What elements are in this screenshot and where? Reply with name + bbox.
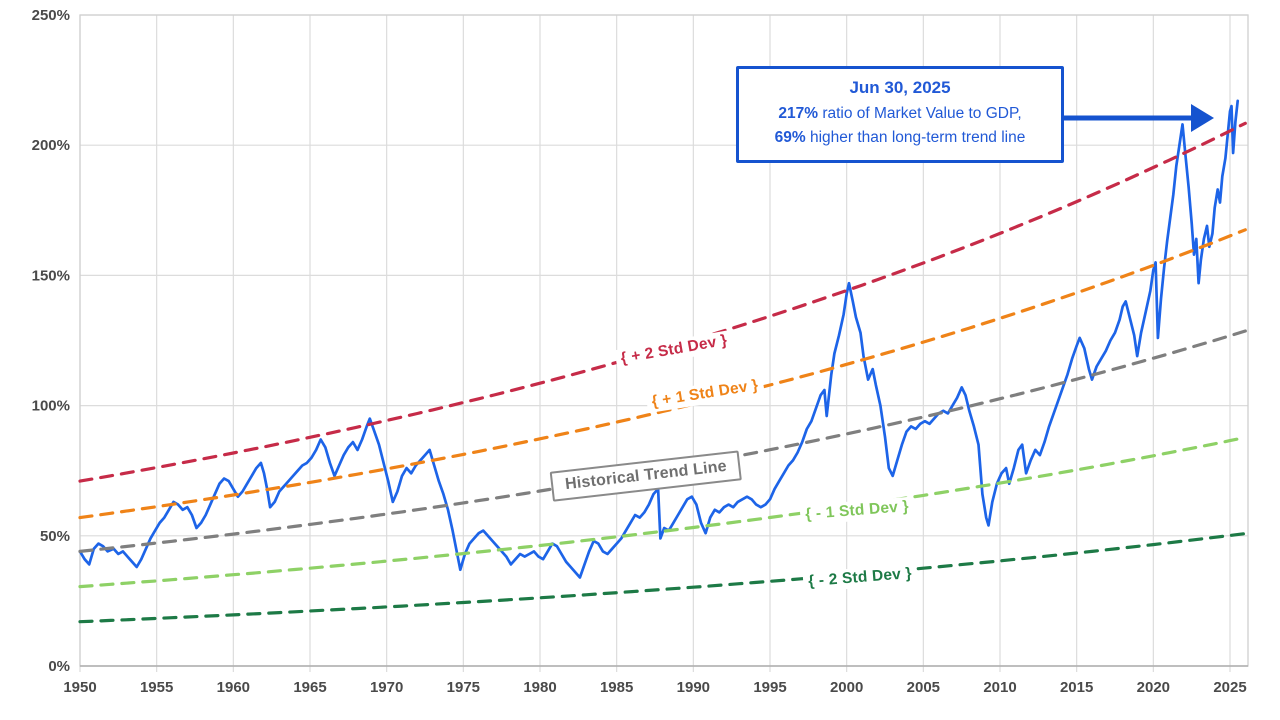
y-tick-label: 150% [32, 267, 70, 284]
x-tick-label: 1955 [140, 679, 173, 696]
y-tick-label: 50% [40, 528, 70, 545]
x-tick-label: 2020 [1137, 679, 1170, 696]
x-tick-label: 1995 [753, 679, 786, 696]
y-tick-label: 200% [32, 137, 70, 154]
annotation-deviation-text: higher than long-term trend line [805, 129, 1026, 147]
annotation-ratio-line: 217% ratio of Market Value to GDP, [749, 102, 1051, 126]
x-tick-label: 2010 [983, 679, 1016, 696]
x-tick-label: 1980 [523, 679, 556, 696]
annotation-ratio-text: ratio of Market Value to GDP, [818, 105, 1022, 122]
y-tick-label: 100% [32, 398, 70, 415]
series--2-std-dev [78, 121, 1247, 483]
y-tick-label: 250% [32, 7, 70, 24]
x-tick-label: 1970 [370, 679, 403, 696]
annotation-deviation-value: 69% [774, 129, 806, 147]
x-tick-label: 1960 [217, 679, 250, 696]
x-tick-label: 1965 [293, 679, 326, 696]
annotation-ratio-value: 217% [778, 105, 819, 122]
x-tick-label: 2015 [1060, 679, 1093, 696]
x-tick-label: 1975 [447, 679, 480, 696]
annotation-callout: Jun 30, 2025 217% ratio of Market Value … [736, 66, 1064, 164]
callout-arrow-head-icon [1191, 104, 1214, 132]
y-tick-label: 0% [48, 658, 70, 675]
x-tick-label: 2025 [1213, 679, 1246, 696]
series--1-std-dev [78, 435, 1247, 589]
series-market-value-line [78, 99, 1240, 579]
annotation-date: Jun 30, 2025 [849, 78, 951, 97]
annotation-deviation-line: 69% higher than long-term trend line [749, 126, 1051, 150]
x-tick-label: 1985 [600, 679, 633, 696]
x-tick-label: 1950 [63, 679, 96, 696]
series--2-std-dev [78, 532, 1247, 624]
series--1-std-dev [78, 228, 1247, 520]
x-tick-label: 1990 [677, 679, 710, 696]
x-tick-label: 2000 [830, 679, 863, 696]
x-tick-label: 2005 [907, 679, 940, 696]
